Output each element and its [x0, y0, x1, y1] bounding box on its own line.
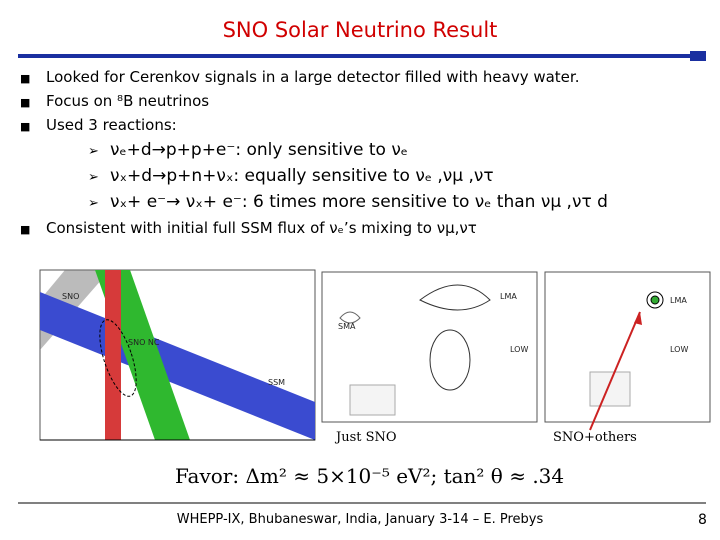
plot-label: SSM — [268, 378, 286, 387]
arrow-head — [634, 312, 642, 325]
contour — [339, 311, 361, 324]
formula: Favor: Δm² ≈ 5×10⁻⁵ eV²; tan² θ ≈ .34 — [175, 464, 565, 488]
bullet-text: Looked for Cerenkov signals in a large d… — [46, 68, 580, 86]
slide-title: SNO Solar Neutrino Result — [222, 18, 498, 42]
plot-label: LMA — [500, 292, 517, 301]
title-rule — [18, 54, 706, 58]
contour — [99, 319, 137, 397]
band — [105, 270, 121, 440]
right-plot — [544, 271, 711, 423]
legend-box — [349, 384, 396, 416]
footer: WHEPP-IX, Bhubaneswar, India, January 3-… — [176, 512, 544, 527]
plot-label: LMA — [670, 296, 687, 305]
bullet: ■ Used 3 reactions: — [20, 116, 177, 134]
contour — [650, 295, 660, 305]
pointer-arrow — [589, 311, 641, 431]
bullet: ■ Focus on ⁸B neutrinos — [20, 92, 210, 110]
bullet-text: Used 3 reactions: — [46, 116, 177, 134]
bullet: ■ Consistent with initial full SSM flux o… — [20, 219, 477, 237]
left-plot — [39, 269, 316, 441]
legend-box — [589, 371, 631, 407]
plot-label: SNO — [62, 292, 80, 301]
contour — [429, 329, 471, 391]
plot-label: SMA — [338, 322, 356, 331]
sub-bullet: ➢ νₑ+d→p+p+e⁻: only sensitive to νₑ — [88, 140, 408, 160]
contour — [646, 291, 664, 309]
caption: SNO+others — [553, 430, 637, 445]
bullet: ■ Looked for Cerenkov signals in a large … — [20, 68, 580, 86]
middle-plot — [321, 271, 538, 423]
page-number: 8 — [698, 512, 707, 528]
reaction: νₑ+d→p+p+e⁻: only sensitive to νₑ — [110, 140, 408, 160]
caption: Just SNO — [336, 430, 397, 445]
plot-label: SNO NC — [128, 338, 160, 347]
plot-label: LOW — [510, 345, 529, 354]
plot-label: LOW — [670, 345, 689, 354]
reaction: νₓ+d→p+n+νₓ: equally sensitive to νₑ ,νμ… — [110, 166, 494, 186]
bullet-text: Focus on ⁸B neutrinos — [46, 92, 210, 110]
sub-bullet: ➢ νₓ+ e⁻→ νₓ+ e⁻: 6 times more sensitive … — [88, 192, 608, 212]
reaction: νₓ+ e⁻→ νₓ+ e⁻: 6 times more sensitive t… — [110, 192, 608, 212]
sub-bullet: ➢ νₓ+d→p+n+νₓ: equally sensitive to νₑ ,ν… — [88, 166, 494, 186]
bullet-text: Consistent with initial full SSM flux of… — [46, 219, 477, 237]
contour — [419, 284, 491, 311]
title-rule-end — [690, 51, 706, 61]
